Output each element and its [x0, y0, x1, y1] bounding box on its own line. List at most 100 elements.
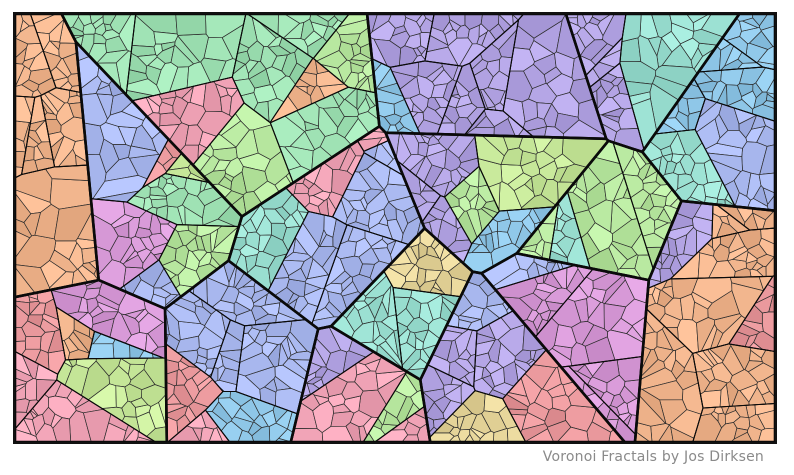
voronoi-cell	[290, 428, 324, 442]
voronoi-cell	[401, 434, 420, 442]
voronoi-cell	[15, 377, 28, 387]
artwork-caption: Voronoi Fractals by Jos Dirksen	[542, 449, 764, 465]
voronoi-cell	[318, 229, 327, 247]
voronoi-cell	[304, 121, 320, 131]
voronoi-cell	[95, 84, 113, 96]
voronoi-cell	[480, 43, 502, 63]
voronoi-cell	[15, 14, 24, 39]
voronoi-cell	[130, 397, 149, 408]
voronoi-cell	[427, 135, 440, 147]
voronoi-cell	[661, 285, 675, 299]
voronoi-cell	[490, 367, 505, 387]
voronoi-region-outline	[694, 98, 775, 212]
voronoi-cell	[707, 152, 743, 172]
voronoi-cell	[455, 103, 478, 119]
voronoi-cell	[49, 249, 78, 273]
fracture-line	[15, 278, 169, 442]
voronoi-cell	[15, 304, 29, 328]
voronoi-cell	[671, 359, 685, 380]
voronoi-cell	[526, 309, 539, 323]
voronoi-region-outline	[87, 330, 165, 360]
voronoi-cell	[523, 64, 547, 89]
voronoi-cell	[603, 303, 627, 332]
voronoi-cell	[485, 59, 500, 78]
voronoi-cell	[712, 236, 721, 252]
voronoi-cell	[124, 309, 145, 319]
voronoi-cell	[444, 384, 462, 404]
voronoi-cell	[312, 190, 331, 202]
voronoi-cell	[115, 385, 129, 409]
voronoi-cell	[170, 44, 194, 68]
voronoi-cell	[551, 394, 572, 412]
voronoi-cell	[221, 355, 241, 372]
voronoi-cell	[310, 21, 328, 38]
voronoi-cell	[587, 301, 605, 330]
voronoi-cell	[248, 68, 271, 89]
voronoi-cell	[148, 402, 167, 429]
voronoi-cell	[83, 287, 101, 300]
voronoi-cell	[112, 144, 132, 161]
voronoi-cell	[733, 427, 749, 440]
voronoi-cell	[762, 100, 775, 110]
voronoi-cell	[425, 65, 445, 83]
voronoi-cell	[275, 409, 293, 430]
voronoi-cell	[410, 244, 420, 261]
voronoi-cell	[547, 420, 572, 442]
voronoi-cell	[480, 89, 496, 109]
voronoi-cell	[521, 98, 538, 123]
voronoi-cell	[710, 411, 719, 422]
voronoi-cell	[339, 146, 356, 172]
voronoi-cell	[392, 25, 407, 37]
voronoi-cell	[444, 148, 462, 172]
voronoi-cell	[679, 293, 695, 321]
voronoi-cell	[103, 422, 127, 442]
voronoi-cell	[263, 208, 286, 224]
voronoi-cell	[253, 293, 268, 307]
voronoi-cell	[577, 364, 593, 380]
voronoi-cell	[556, 14, 580, 60]
voronoi-cell	[616, 401, 629, 416]
voronoi-cell	[95, 294, 120, 311]
voronoi-cell	[78, 14, 92, 27]
voronoi-cell	[200, 427, 215, 442]
voronoi-cell	[757, 427, 775, 442]
voronoi-cell	[647, 36, 662, 57]
voronoi-cell	[288, 267, 307, 283]
voronoi-cell	[158, 101, 174, 115]
voronoi-cell	[175, 14, 207, 36]
voronoi-cell	[15, 230, 31, 259]
fracture-line	[384, 131, 610, 275]
voronoi-cell	[338, 33, 361, 45]
voronoi-cell	[520, 160, 540, 178]
voronoi-cell	[526, 358, 535, 365]
voronoi-region-outline	[267, 210, 348, 325]
voronoi-cell	[700, 389, 722, 409]
voronoi-cell	[459, 413, 477, 431]
voronoi-cell	[284, 14, 312, 24]
voronoi-canvas	[15, 14, 775, 442]
voronoi-cell	[554, 112, 580, 134]
voronoi-cell	[206, 344, 223, 360]
fracture-line	[480, 252, 651, 442]
voronoi-cell	[349, 59, 370, 67]
voronoi-cell	[128, 363, 145, 381]
voronoi-cell	[553, 166, 568, 183]
voronoi-cell	[766, 92, 775, 100]
voronoi-cell	[239, 243, 260, 258]
voronoi-cell	[689, 183, 706, 204]
voronoi-cell	[251, 425, 271, 442]
voronoi-cell	[720, 58, 743, 71]
voronoi-cell	[526, 261, 540, 280]
voronoi-cell	[671, 153, 685, 164]
voronoi-cell	[463, 434, 475, 442]
voronoi-cell	[233, 301, 251, 316]
voronoi-region-outline	[210, 319, 246, 393]
voronoi-cell	[211, 401, 233, 424]
voronoi-cell	[173, 384, 194, 407]
voronoi-cell	[507, 220, 524, 246]
voronoi-cell	[348, 199, 366, 212]
voronoi-cell	[577, 14, 587, 29]
voronoi-cell	[136, 411, 156, 437]
voronoi-cell	[241, 166, 268, 193]
voronoi-cell	[692, 216, 713, 237]
